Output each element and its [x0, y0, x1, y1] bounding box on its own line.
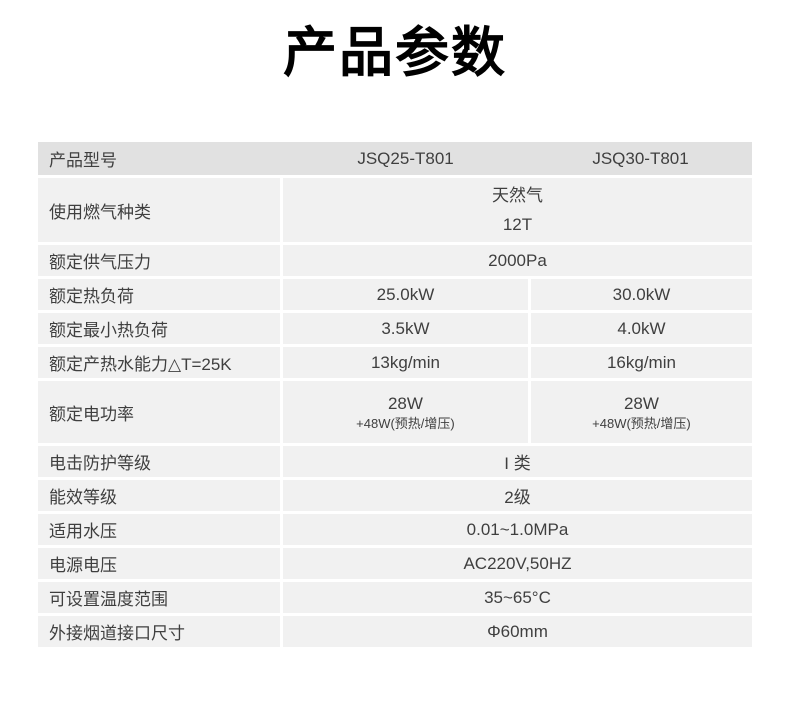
row-value: Φ60mm: [282, 616, 752, 647]
row-value: AC220V,50HZ: [282, 548, 752, 579]
row-value-jsq30: 28W +48W(预热/增压): [530, 381, 752, 443]
table-row-electric-power: 额定电功率 28W +48W(预热/增压) 28W +48W(预热/增压): [38, 381, 752, 443]
table-header-row: 产品型号 JSQ25-T801 JSQ30-T801: [38, 142, 752, 175]
row-label: 额定供气压力: [38, 245, 280, 276]
table-row-min-heat-load: 额定最小热负荷 3.5kW 4.0kW: [38, 313, 752, 344]
row-value: I 类: [282, 446, 752, 477]
table-row-heat-load: 额定热负荷 25.0kW 30.0kW: [38, 279, 752, 310]
row-label: 适用水压: [38, 514, 280, 545]
table-row-gas-type: 使用燃气种类 天然气 12T: [38, 178, 752, 242]
row-label: 能效等级: [38, 480, 280, 511]
row-label: 外接烟道接口尺寸: [38, 616, 280, 647]
table-row-supply-voltage: 电源电压 AC220V,50HZ: [38, 548, 752, 579]
table-row-energy-grade: 能效等级 2级: [38, 480, 752, 511]
row-label: 额定产热水能力△T=25K: [38, 347, 280, 378]
power-sub: +48W(预热/增压): [592, 415, 691, 431]
row-value-jsq25: 3.5kW: [282, 313, 528, 344]
row-label: 额定最小热负荷: [38, 313, 280, 344]
row-value: 天然气 12T: [282, 178, 752, 242]
table-row-water-pressure: 适用水压 0.01~1.0MPa: [38, 514, 752, 545]
row-value: 2级: [282, 480, 752, 511]
table-row-temperature-range: 可设置温度范围 35~65°C: [38, 582, 752, 613]
row-label: 额定电功率: [38, 381, 280, 443]
table-row-shock-protection: 电击防护等级 I 类: [38, 446, 752, 477]
row-label: 电源电压: [38, 548, 280, 579]
table-row-flue-size: 外接烟道接口尺寸 Φ60mm: [38, 616, 752, 647]
table-row-gas-pressure: 额定供气压力 2000Pa: [38, 245, 752, 276]
row-label: 额定热负荷: [38, 279, 280, 310]
power-main: 28W: [387, 393, 423, 413]
table-row-hot-water-capacity: 额定产热水能力△T=25K 13kg/min 16kg/min: [38, 347, 752, 378]
row-value: 2000Pa: [282, 245, 752, 276]
row-label: 电击防护等级: [38, 446, 280, 477]
row-value-jsq25: 13kg/min: [282, 347, 528, 378]
row-label: 可设置温度范围: [38, 582, 280, 613]
spec-table: 产品型号 JSQ25-T801 JSQ30-T801 使用燃气种类 天然气 12…: [38, 142, 752, 647]
header-label: 产品型号: [38, 142, 283, 175]
power-main: 28W: [623, 393, 659, 413]
row-value: 0.01~1.0MPa: [282, 514, 752, 545]
gas-type-line-2: 12T: [502, 215, 533, 234]
row-value-jsq25: 28W +48W(预热/增压): [282, 381, 528, 443]
row-value-jsq30: 30.0kW: [530, 279, 752, 310]
power-sub: +48W(预热/增压): [356, 415, 455, 431]
row-value-jsq30: 16kg/min: [530, 347, 752, 378]
page-title: 产品参数: [283, 23, 507, 83]
row-value-jsq30: 4.0kW: [530, 313, 752, 344]
header-model-jsq25: JSQ25-T801: [282, 142, 530, 175]
header-model-jsq30: JSQ30-T801: [529, 142, 752, 175]
row-label: 使用燃气种类: [38, 178, 280, 242]
row-value-jsq25: 25.0kW: [282, 279, 528, 310]
row-value: 35~65°C: [282, 582, 752, 613]
gas-type-line-1: 天然气: [491, 186, 543, 205]
